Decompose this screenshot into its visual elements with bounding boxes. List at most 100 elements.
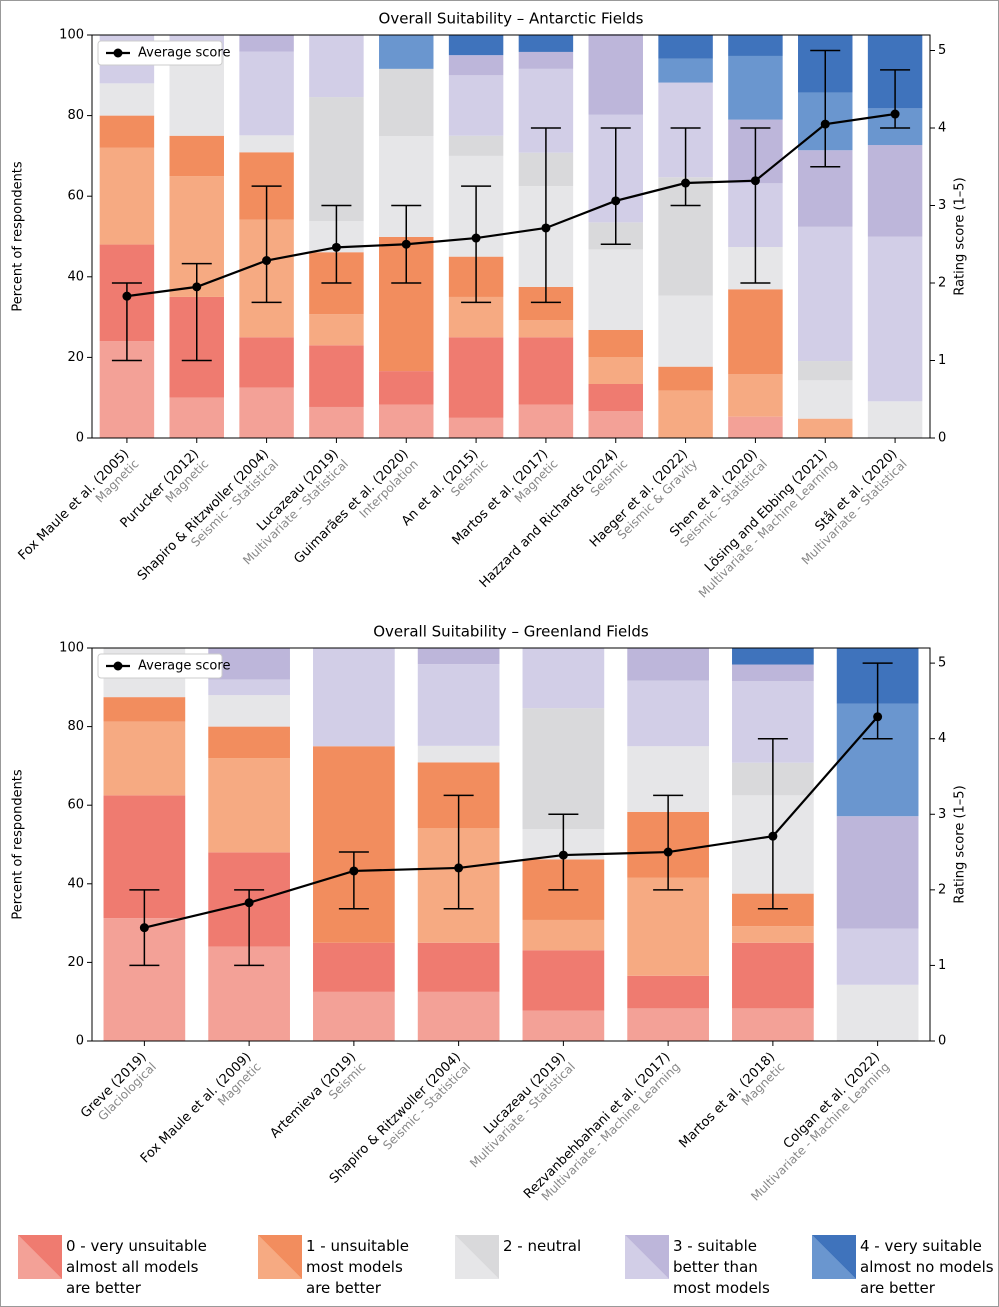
bar-segment: [239, 135, 294, 153]
y-tick-label: 60: [67, 189, 84, 204]
y-tick-label: 20: [67, 350, 84, 365]
y2-tick-label: 1: [938, 958, 946, 973]
bar-segment: [627, 680, 709, 747]
legend-label: 4 - very suitable: [860, 1237, 982, 1255]
y2-tick-label: 2: [938, 882, 946, 897]
average-point: [873, 712, 883, 722]
y-tick-label: 60: [67, 798, 84, 813]
bar-segment: [518, 337, 574, 405]
legend-label: 0 - very unsuitable: [66, 1237, 207, 1255]
y2-tick-label: 3: [938, 807, 946, 822]
bar-segment: [417, 942, 500, 992]
bar-segment: [448, 417, 504, 438]
bar-segment: [518, 35, 574, 52]
average-point: [454, 863, 464, 873]
legend-swatch: [455, 1235, 499, 1279]
y2-tick-label: 4: [938, 731, 946, 746]
bar-segment: [798, 380, 853, 419]
y2-tick-label: 5: [938, 43, 946, 58]
y-tick-label: 40: [67, 269, 84, 284]
y-tick-label: 100: [59, 28, 84, 43]
legend-swatch: [812, 1235, 856, 1279]
bar-segment: [518, 404, 574, 438]
bar-segment: [208, 679, 290, 696]
bar-segment: [448, 35, 504, 56]
bar-segment: [728, 416, 783, 438]
legend-label: 3 - suitable: [673, 1237, 757, 1255]
bar-segment: [379, 371, 434, 405]
bar-segment: [522, 708, 605, 830]
average-point: [244, 898, 254, 908]
bar-segment: [627, 975, 709, 1009]
average-point: [331, 242, 341, 252]
legend-box: [97, 653, 223, 679]
bar-segment: [239, 387, 294, 438]
bar-segment: [103, 697, 186, 722]
bar-segment: [309, 345, 364, 407]
average-point: [541, 223, 551, 233]
average-point: [750, 176, 760, 186]
legend-label: Average score: [138, 46, 230, 61]
bar-segment: [728, 289, 783, 375]
average-point: [401, 239, 411, 249]
bar-segment: [588, 34, 643, 115]
average-point: [681, 178, 691, 188]
y2-tick-label: 0: [938, 431, 946, 446]
legend-label: better than: [673, 1258, 758, 1276]
bar-segment: [208, 758, 290, 853]
legend-box: [97, 40, 223, 66]
bar-segment: [728, 34, 783, 56]
legend-swatch: [625, 1235, 669, 1279]
bar-segment: [798, 361, 853, 381]
y-axis-label: Percent of respondents: [11, 769, 26, 920]
y2-tick-label: 3: [938, 198, 946, 213]
bar-segment: [867, 401, 923, 438]
bar-segment: [588, 329, 643, 357]
legend-label: almost no models: [860, 1258, 994, 1276]
bar-segment: [239, 34, 294, 52]
bar-segment: [732, 664, 814, 682]
y2-axis-label: Rating score (1–5): [953, 177, 968, 295]
bar-segment: [417, 664, 500, 746]
average-point: [122, 291, 132, 301]
bar-segment: [658, 35, 713, 59]
bar-segment: [309, 97, 364, 222]
bar-segment: [208, 726, 290, 759]
bar-segment: [379, 35, 434, 69]
bar-segment: [627, 1008, 709, 1041]
bar-segment: [169, 135, 224, 177]
bar-segment: [658, 295, 713, 367]
legend-dot: [113, 48, 123, 58]
bar-segment: [867, 236, 923, 402]
bar-segment: [522, 1010, 605, 1041]
y2-tick-label: 0: [938, 1034, 946, 1049]
average-point: [139, 923, 149, 933]
average-point: [349, 866, 359, 876]
bar-segment: [99, 83, 155, 116]
bar-segment: [732, 926, 814, 943]
average-point: [663, 847, 673, 857]
y2-tick-label: 2: [938, 276, 946, 291]
chart-title: Overall Suitability – Greenland Fields: [373, 623, 649, 641]
bar-segment: [658, 390, 713, 438]
bar-segment: [728, 55, 783, 120]
bar-segment: [99, 115, 155, 148]
bar-segment: [417, 745, 500, 763]
y-tick-label: 40: [67, 876, 84, 891]
legend-label: are better: [306, 1279, 382, 1297]
legend-label: almost all models: [66, 1258, 199, 1276]
bar-segment: [522, 647, 605, 709]
bar-segment: [169, 397, 224, 438]
bar-segment: [313, 942, 395, 992]
y2-axis-label: Rating score (1–5): [953, 785, 968, 903]
bar-segment: [99, 147, 155, 245]
bar-segment: [309, 406, 364, 438]
bar-segment: [588, 410, 643, 438]
bar-segment: [379, 404, 434, 438]
bar-segment: [417, 647, 500, 665]
bar-segment: [728, 374, 783, 417]
bar-segment: [239, 337, 294, 388]
bar-segment: [658, 366, 713, 391]
bar-segment: [309, 314, 364, 346]
bar-segment: [867, 145, 923, 237]
